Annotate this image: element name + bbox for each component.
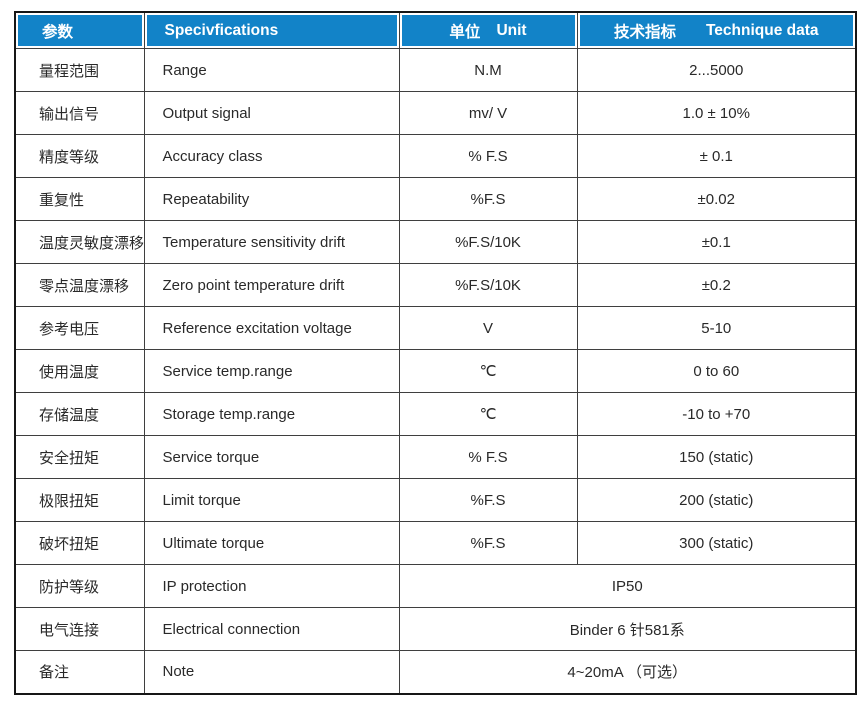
value-cell-spanning: Binder 6 针581系 [398,607,857,651]
table-row: 输出信号 Output signal mv/ V 1.0 ± 10% [14,91,857,135]
table-row: 量程范围 Range N.M 2...5000 [14,48,857,92]
spec-table: 参数 Specivfications 单位 Unit 技术指标 [14,11,857,695]
table-row: 重复性 Repeatability %F.S ±0.02 [14,177,857,221]
unit-cell: mv/ V [398,91,578,135]
header-unit-zh-label: 单位 [449,23,481,41]
header-tech-zh-label: 技术指标 [613,23,676,41]
param-en-cell: Reference excitation voltage [143,306,400,350]
param-en-cell: Accuracy class [143,134,400,178]
value-cell-spanning: IP50 [398,564,857,608]
param-zh-cell: 输出信号 [14,91,145,135]
table-row: 安全扭矩 Service torque % F.S 150 (static) [14,435,857,479]
value-cell: 5-10 [576,306,857,350]
param-zh-cell: 参考电压 [14,306,145,350]
value-cell: -10 to +70 [576,392,857,436]
param-zh-cell: 精度等级 [14,134,145,178]
param-zh-cell: 使用温度 [14,349,145,393]
param-zh-cell: 量程范围 [14,48,145,92]
spec-table-body: 量程范围 Range N.M 2...5000 输出信号 Output sign… [14,48,857,694]
param-en-cell: Limit torque [143,478,400,522]
param-zh-cell: 温度灵敏度漂移 [14,220,145,264]
table-row: 零点温度漂移 Zero point temperature drift %F.S… [14,263,857,307]
unit-cell: ℃ [398,349,578,393]
header-cell-unit: 单位 Unit [398,11,578,49]
param-zh-cell: 零点温度漂移 [14,263,145,307]
spec-sheet: 参数 Specivfications 单位 Unit 技术指标 [14,11,857,695]
value-cell: 300 (static) [576,521,857,565]
table-row: 精度等级 Accuracy class % F.S ± 0.1 [14,134,857,178]
param-zh-cell: 电气连接 [14,607,145,651]
unit-cell: % F.S [398,134,578,178]
table-row: 存储温度 Storage temp.range ℃ -10 to +70 [14,392,857,436]
param-en-cell: Temperature sensitivity drift [143,220,400,264]
unit-cell: ℃ [398,392,578,436]
param-zh-cell: 安全扭矩 [14,435,145,479]
unit-cell: %F.S [398,478,578,522]
unit-cell: N.M [398,48,578,92]
param-zh-cell: 重复性 [14,177,145,221]
param-en-cell: IP protection [143,564,400,608]
value-cell: 1.0 ± 10% [576,91,857,135]
param-en-cell: Note [143,650,400,694]
param-zh-cell: 破坏扭矩 [14,521,145,565]
value-cell: 2...5000 [576,48,857,92]
param-zh-cell: 防护等级 [14,564,145,608]
header-unit-en-label: Unit [496,21,527,39]
unit-cell: %F.S/10K [398,220,578,264]
table-row: 使用温度 Service temp.range ℃ 0 to 60 [14,349,857,393]
param-en-cell: Repeatability [143,177,400,221]
table-row: 破坏扭矩 Ultimate torque %F.S 300 (static) [14,521,857,565]
table-row: 电气连接 Electrical connection Binder 6 针581… [14,607,857,651]
table-row: 极限扭矩 Limit torque %F.S 200 (static) [14,478,857,522]
header-tech-en-label: Technique data [705,21,819,39]
param-zh-cell: 备注 [14,650,145,694]
header-cell-specifications: Specivfications [143,11,400,49]
unit-cell: %F.S/10K [398,263,578,307]
value-cell: 0 to 60 [576,349,857,393]
value-cell: ± 0.1 [576,134,857,178]
value-cell: ±0.2 [576,263,857,307]
header-cell-param: 参数 [14,11,145,49]
table-row: 防护等级 IP protection IP50 [14,564,857,608]
table-header-row: 参数 Specivfications 单位 Unit 技术指标 [14,11,857,49]
table-row: 备注 Note 4~20mA （可选） [14,650,857,694]
header-cell-technique-data: 技术指标 Technique data [576,11,857,49]
param-en-cell: Electrical connection [143,607,400,651]
header-specifications-label: Specivfications [164,21,279,39]
param-zh-cell: 存储温度 [14,392,145,436]
param-en-cell: Service temp.range [143,349,400,393]
table-row: 参考电压 Reference excitation voltage V 5-10 [14,306,857,350]
value-cell: ±0.02 [576,177,857,221]
unit-cell: %F.S [398,177,578,221]
param-en-cell: Zero point temperature drift [143,263,400,307]
param-en-cell: Range [143,48,400,92]
param-en-cell: Storage temp.range [143,392,400,436]
unit-cell: %F.S [398,521,578,565]
value-cell: 200 (static) [576,478,857,522]
header-param-label: 参数 [42,23,74,41]
param-en-cell: Service torque [143,435,400,479]
value-cell: ±0.1 [576,220,857,264]
unit-cell: % F.S [398,435,578,479]
param-en-cell: Ultimate torque [143,521,400,565]
table-row: 温度灵敏度漂移 Temperature sensitivity drift %F… [14,220,857,264]
value-cell: 150 (static) [576,435,857,479]
value-cell-spanning: 4~20mA （可选） [398,650,857,694]
unit-cell: V [398,306,578,350]
param-zh-cell: 极限扭矩 [14,478,145,522]
param-en-cell: Output signal [143,91,400,135]
